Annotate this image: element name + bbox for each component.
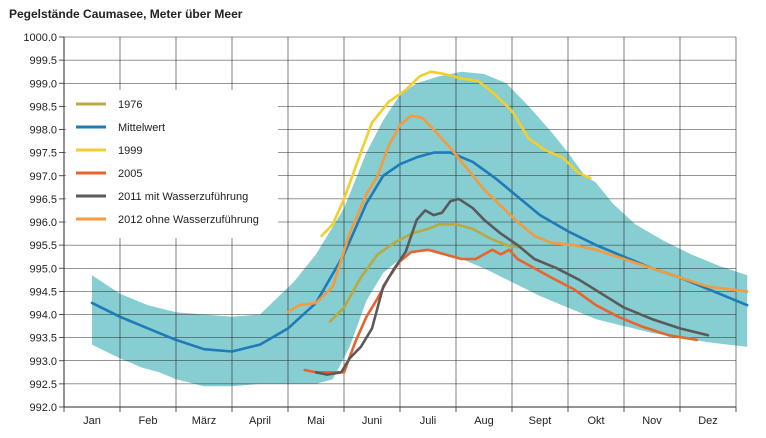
x-tick-label: April — [249, 415, 271, 427]
chart-title: Pegelstände Caumasee, Meter über Meer — [9, 7, 243, 21]
series-line-1 — [90, 151, 749, 353]
y-tick-label: 999.5 — [29, 55, 57, 67]
y-tick-label: 992.5 — [29, 379, 57, 391]
legend-box — [66, 90, 278, 238]
axes-layer: 992.0 992.5 993.0 993.5 994.0 994.5 995.0 995.5… — [23, 32, 737, 427]
series-line-0 — [328, 223, 519, 323]
legend-label-5: 2012 ohne Wasserzuführung — [118, 214, 259, 226]
range-band-layer — [92, 71, 748, 387]
y-tick-label: 996.5 — [29, 194, 57, 206]
y-tick-label: 999.0 — [29, 78, 57, 90]
legend-label-3: 2005 — [118, 168, 142, 180]
legend-label-1: Mittelwert — [118, 122, 165, 134]
x-tick-label: Mai — [307, 415, 325, 427]
series-line-3 — [303, 248, 699, 374]
y-tick-label: 998.5 — [29, 101, 57, 113]
y-tick-label: 993.0 — [29, 356, 57, 368]
legend: 1976 Mittelwert 1999 2005 2011 mit Wasserzuf… — [66, 90, 278, 238]
legend-label-4: 2011 mit Wasserzuführung — [118, 191, 248, 203]
series-line-4 — [314, 197, 710, 376]
y-tick-label: 998.0 — [29, 125, 57, 137]
series-line-5 — [286, 114, 749, 314]
y-tick-label: 1000.0 — [23, 32, 57, 44]
x-tick-label: Juni — [362, 415, 382, 427]
x-tick-label: Aug — [474, 415, 494, 427]
x-tick-label: Nov — [642, 415, 662, 427]
legend-label-2: 1999 — [118, 145, 142, 157]
x-tick-label: Feb — [139, 415, 158, 427]
series-line-2 — [320, 70, 592, 238]
y-tick-label: 994.5 — [29, 286, 57, 298]
y-tick-label: 995.5 — [29, 240, 57, 252]
x-tick-label: Jan — [83, 415, 101, 427]
x-tick-label: Juli — [420, 415, 437, 427]
x-tick-label: März — [192, 415, 216, 427]
range-band — [92, 71, 748, 387]
y-tick-label: 997.0 — [29, 171, 57, 183]
series-layer — [90, 70, 749, 376]
y-tick-label: 997.5 — [29, 148, 57, 160]
y-tick-label: 994.0 — [29, 310, 57, 322]
y-tick-label: 996.0 — [29, 217, 57, 229]
x-tick-label: Dez — [698, 415, 718, 427]
x-tick-label: Okt — [587, 415, 604, 427]
y-tick-label: 995.0 — [29, 263, 57, 275]
x-tick-label: Sept — [529, 415, 552, 427]
y-tick-label: 992.0 — [29, 402, 57, 414]
legend-label-0: 1976 — [118, 99, 142, 111]
y-tick-label: 993.5 — [29, 333, 57, 345]
